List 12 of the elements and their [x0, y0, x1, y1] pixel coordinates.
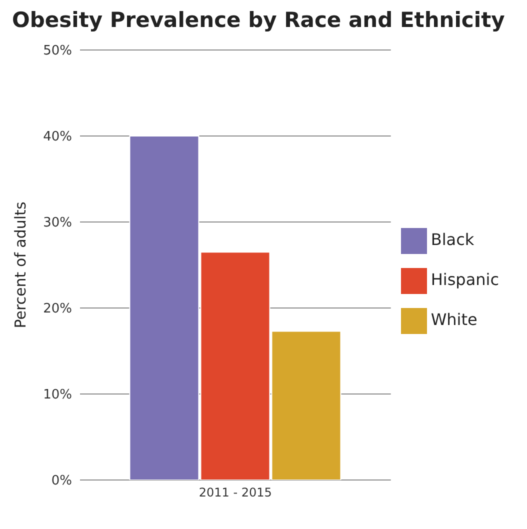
chart-title: Obesity Prevalence by Race and Ethnicity: [11, 8, 506, 34]
y-tick-label: 20%: [43, 302, 72, 317]
y-tick-label: 0%: [51, 474, 72, 489]
y-axis-title: Percent of adults: [11, 202, 30, 328]
legend-label: White: [430, 310, 478, 329]
legend-label: Black: [430, 230, 474, 249]
y-tick-label: 40%: [43, 130, 72, 145]
y-tick-label: 10%: [43, 388, 72, 403]
legend-label: Hispanic: [430, 270, 499, 289]
y-tick-label: 50%: [43, 44, 72, 59]
x-tick-label: 2011 - 2015: [198, 486, 272, 500]
y-tick-label: 30%: [43, 216, 72, 231]
